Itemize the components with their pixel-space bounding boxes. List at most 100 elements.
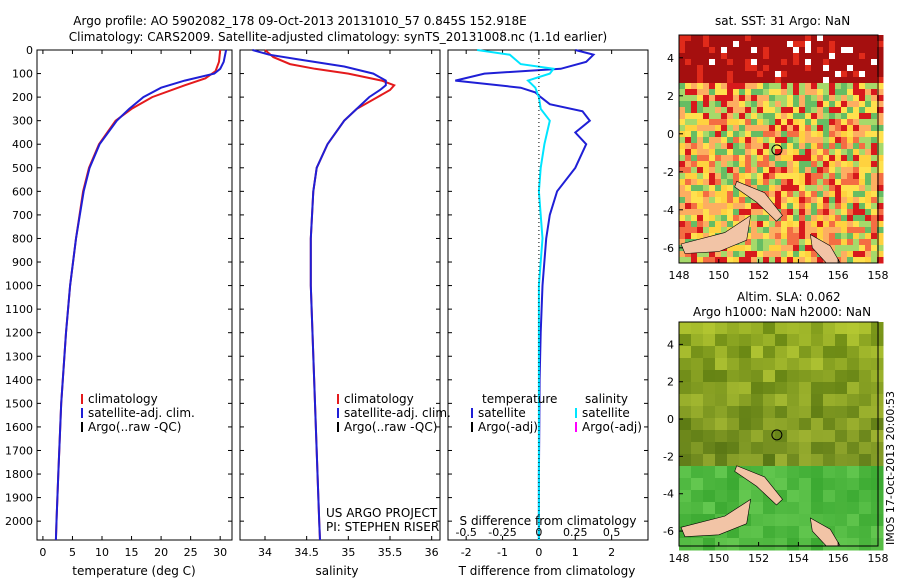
sst_map-ytick-label: 0 (667, 128, 674, 141)
temperature-series-0 (54, 49, 222, 541)
depth-tick-label: 1700 (5, 444, 33, 457)
sla_map-frame (678, 321, 879, 547)
difference-xtick-label: 0 (535, 546, 542, 559)
diff-sal-legend-label: satellite (582, 406, 630, 420)
depth-tick-label: 900 (12, 256, 33, 269)
salinity-frame (239, 49, 441, 541)
sst_map-land (680, 214, 752, 254)
sla_map-ytick-label: -2 (663, 450, 674, 463)
sst_map-xtick-label: 152 (748, 269, 769, 282)
imos-watermark: IMOS 17-Oct-2013 20:00:53 (884, 390, 897, 545)
sst_map-frame (678, 34, 879, 264)
sla_map-ytick-label: 4 (667, 338, 674, 351)
salinity-xtick-label: 35 (341, 546, 355, 559)
salinity-diff-tick-label: 0.25 (563, 526, 588, 539)
sla_map-xtick-label: 154 (788, 552, 809, 565)
title-line-1: Argo profile: AO 5902082_178 09-Oct-2013… (73, 14, 527, 28)
sst_map-ytick-label: -6 (663, 242, 674, 255)
depth-tick-label: 1200 (5, 327, 33, 340)
depth-tick-label: 1000 (5, 280, 33, 293)
temperature-xtick-label: 15 (125, 546, 139, 559)
diff-temp-legend-label: Argo(-adj) (478, 420, 538, 434)
sst_map-xtick-label: 148 (669, 269, 690, 282)
salinity-legend-label: climatology (344, 392, 414, 406)
diff-legend-label: temperature (482, 392, 557, 406)
difference-xtick-label: 1 (572, 546, 579, 559)
depth-tick-label: 600 (12, 185, 33, 198)
temperature-legend-label: Argo(..raw -QC) (88, 420, 181, 434)
sst-map-title: sat. SST: 31 Argo: NaN (715, 14, 851, 28)
depth-tick-label: 1800 (5, 468, 33, 481)
title-line-2: Climatology: CARS2009. Satellite-adjuste… (68, 30, 608, 44)
salinity-diff-tick-label: -0.5 (455, 526, 476, 539)
salinity-xtick-label: 36 (425, 546, 439, 559)
temperature-xlabel: temperature (deg C) (72, 564, 196, 578)
sla_map-ytick-label: 0 (667, 413, 674, 426)
diff-sal-legend-label: Argo(-adj) (582, 420, 642, 434)
salinity-legend-label: Argo(..raw -QC) (344, 420, 437, 434)
temperature-xtick-label: 25 (184, 546, 198, 559)
salinity-legend-label: satellite-adj. clim. (344, 406, 451, 420)
salinity-diff-tick-label: 0.5 (603, 526, 621, 539)
diff-legend-label: salinity (585, 392, 628, 406)
sla-map-title-2: Argo h1000: NaN h2000: NaN (693, 305, 872, 319)
difference-series-1 (476, 49, 556, 540)
salinity-series-1 (252, 49, 387, 541)
depth-tick-label: 1900 (5, 492, 33, 505)
depth-tick-label: 300 (12, 115, 33, 128)
sla_map-xtick-label: 148 (669, 552, 690, 565)
sla-map-title-1: Altim. SLA: 0.062 (737, 290, 841, 304)
sst_map-heatmap (679, 35, 884, 264)
credit-line-2: PI: STEPHEN RISER (326, 520, 440, 534)
depth-tick-label: 1600 (5, 421, 33, 434)
difference-xlabel: T difference from climatology (458, 564, 636, 578)
temperature-xtick-label: 0 (39, 546, 46, 559)
salinity-xtick-label: 35.5 (378, 546, 403, 559)
sst_map-ytick-label: -2 (663, 166, 674, 179)
difference-frame (447, 49, 649, 541)
sla_map-land (734, 465, 783, 506)
depth-tick-label: 800 (12, 232, 33, 245)
temperature-xtick-label: 20 (154, 546, 168, 559)
temperature-series-1 (54, 49, 228, 541)
temperature-xtick-label: 5 (69, 546, 76, 559)
depth-tick-label: 1400 (5, 374, 33, 387)
temperature-legend-label: climatology (88, 392, 158, 406)
diff-temp-legend-label: satellite (478, 406, 526, 420)
depth-tick-label: 2000 (5, 515, 33, 528)
sla_map-argo-marker (771, 429, 783, 441)
depth-tick-label: 500 (12, 162, 33, 175)
depth-tick-label: 1500 (5, 397, 33, 410)
salinity-xtick-label: 34.5 (294, 546, 319, 559)
depth-tick-label: 1300 (5, 350, 33, 363)
temperature-legend-label: satellite-adj. clim. (88, 406, 195, 420)
sla_map-land (680, 498, 752, 537)
sla_map-xtick-label: 156 (828, 552, 849, 565)
temperature-frame (36, 49, 233, 541)
sst_map-land (734, 180, 783, 222)
sst_map-xtick-label: 156 (828, 269, 849, 282)
sla_map-ytick-label: -4 (663, 488, 674, 501)
difference-xlabel-top: S difference from climatology (459, 514, 637, 528)
depth-tick-label: 700 (12, 209, 33, 222)
sst_map-xtick-label: 154 (788, 269, 809, 282)
temperature-xtick-label: 30 (213, 546, 227, 559)
sst_map-ytick-label: -4 (663, 204, 674, 217)
difference-xtick-label: -2 (461, 546, 472, 559)
difference-xtick-label: -1 (497, 546, 508, 559)
salinity-diff-tick-label: -0.25 (488, 526, 516, 539)
depth-tick-label: 400 (12, 138, 33, 151)
difference-series-0 (455, 49, 596, 540)
sst_map-ytick-label: 4 (667, 52, 674, 65)
depth-tick-label: 1100 (5, 303, 33, 316)
sst_map-argo-marker (771, 144, 783, 156)
sla_map-xtick-label: 158 (868, 552, 889, 565)
sst_map-xtick-label: 158 (868, 269, 889, 282)
sst_map-ytick-label: 2 (667, 90, 674, 103)
depth-tick-label: 200 (12, 91, 33, 104)
depth-tick-label: 100 (12, 68, 33, 81)
difference-xtick-label: 2 (608, 546, 615, 559)
sla_map-xtick-label: 150 (708, 552, 729, 565)
salinity-xlabel: salinity (315, 564, 359, 578)
